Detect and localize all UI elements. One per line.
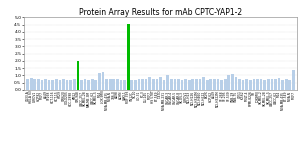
- Bar: [181, 80, 183, 90]
- Bar: [238, 79, 241, 90]
- Bar: [127, 24, 130, 90]
- Bar: [26, 79, 29, 90]
- Bar: [281, 80, 284, 90]
- Bar: [123, 80, 126, 90]
- Bar: [285, 79, 288, 90]
- Bar: [112, 79, 115, 90]
- Bar: [267, 79, 270, 90]
- Bar: [87, 80, 90, 90]
- Bar: [206, 80, 208, 90]
- Bar: [134, 80, 137, 90]
- Bar: [84, 79, 86, 90]
- Title: Protein Array Results for mAb CPTC-YAP1-2: Protein Array Results for mAb CPTC-YAP1-…: [79, 8, 242, 17]
- Bar: [120, 80, 122, 90]
- Bar: [145, 79, 148, 90]
- Bar: [195, 79, 198, 90]
- Bar: [152, 79, 155, 90]
- Bar: [278, 78, 280, 90]
- Bar: [292, 70, 295, 90]
- Bar: [66, 80, 68, 90]
- Bar: [138, 79, 140, 90]
- Bar: [245, 79, 248, 90]
- Bar: [105, 79, 108, 90]
- Bar: [37, 79, 40, 90]
- Bar: [94, 80, 97, 90]
- Bar: [62, 79, 65, 90]
- Bar: [217, 79, 219, 90]
- Bar: [209, 79, 212, 90]
- Bar: [173, 79, 176, 90]
- Bar: [98, 72, 101, 90]
- Bar: [202, 77, 205, 90]
- Bar: [48, 80, 50, 90]
- Bar: [130, 80, 133, 90]
- Bar: [170, 79, 172, 90]
- Bar: [73, 79, 76, 90]
- Bar: [148, 77, 151, 90]
- Bar: [235, 77, 237, 90]
- Bar: [177, 79, 180, 90]
- Bar: [184, 79, 187, 90]
- Bar: [220, 80, 223, 90]
- Bar: [40, 80, 43, 90]
- Bar: [289, 80, 291, 90]
- Bar: [80, 80, 83, 90]
- Bar: [163, 80, 165, 90]
- Bar: [188, 80, 190, 90]
- Bar: [231, 74, 234, 90]
- Bar: [69, 80, 72, 90]
- Bar: [274, 79, 277, 90]
- Bar: [102, 72, 104, 90]
- Bar: [224, 79, 226, 90]
- Bar: [271, 79, 273, 90]
- Bar: [227, 75, 230, 90]
- Bar: [44, 79, 47, 90]
- Bar: [159, 77, 162, 90]
- Bar: [76, 61, 79, 90]
- Bar: [141, 79, 144, 90]
- Bar: [213, 79, 216, 90]
- Bar: [242, 80, 244, 90]
- Bar: [263, 80, 266, 90]
- Bar: [109, 79, 112, 90]
- Bar: [91, 79, 94, 90]
- Bar: [249, 80, 252, 90]
- Bar: [116, 79, 119, 90]
- Bar: [51, 80, 54, 90]
- Bar: [191, 79, 194, 90]
- Bar: [253, 79, 255, 90]
- Bar: [199, 79, 201, 90]
- Bar: [156, 79, 158, 90]
- Bar: [166, 75, 169, 90]
- Bar: [33, 79, 36, 90]
- Bar: [30, 78, 32, 90]
- Bar: [55, 79, 58, 90]
- Bar: [260, 79, 262, 90]
- Bar: [256, 79, 259, 90]
- Bar: [58, 80, 61, 90]
